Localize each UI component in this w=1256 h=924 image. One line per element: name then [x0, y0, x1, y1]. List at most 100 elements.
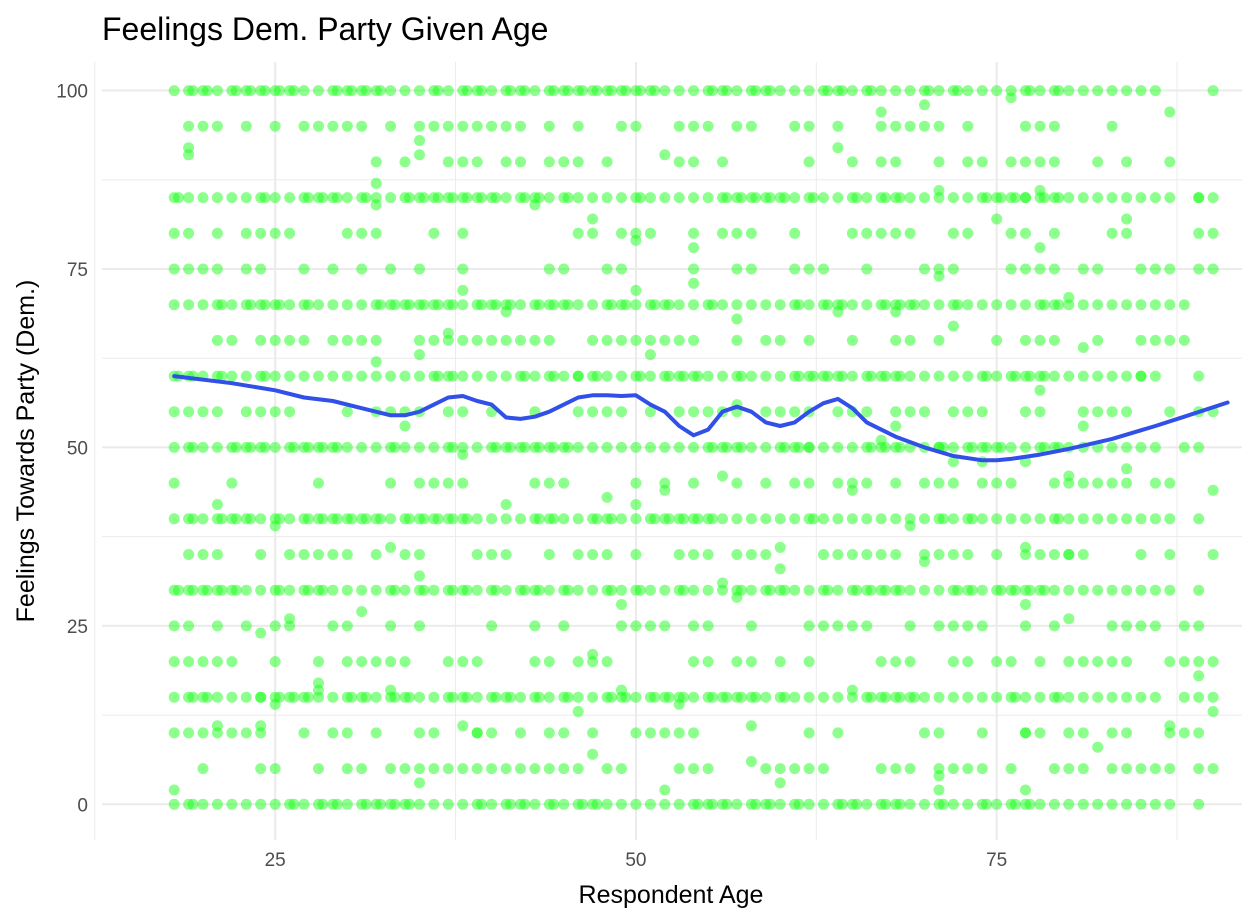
data-point: [1149, 691, 1161, 703]
data-point: [226, 192, 238, 204]
data-point: [616, 227, 627, 239]
data-point: [533, 299, 545, 311]
data-point: [500, 120, 512, 132]
data-point: [558, 156, 570, 168]
data-point: [1207, 85, 1219, 97]
data-point: [706, 691, 718, 703]
data-point: [548, 513, 560, 525]
data-point: [890, 406, 902, 418]
data-point: [317, 441, 329, 453]
data-point: [317, 513, 329, 525]
data-point: [216, 513, 228, 525]
data-point: [370, 199, 382, 211]
data-point: [399, 370, 411, 382]
data-point: [890, 306, 902, 318]
data-point: [1020, 120, 1031, 132]
data-point: [1193, 727, 1205, 739]
data-point: [966, 513, 978, 525]
data-point: [688, 120, 700, 132]
data-point: [774, 777, 786, 789]
data-point: [313, 85, 324, 97]
data-point: [717, 370, 728, 382]
data-point: [360, 513, 372, 525]
data-point: [1207, 691, 1219, 703]
data-point: [962, 656, 974, 668]
data-point: [341, 192, 353, 204]
x-axis-tick-labels: 25 50 75: [265, 850, 1008, 871]
data-point: [461, 584, 473, 596]
data-point: [745, 263, 757, 275]
data-point: [702, 120, 714, 132]
data-point: [644, 584, 656, 596]
data-point: [197, 549, 209, 560]
data-point: [490, 441, 502, 453]
data-point: [385, 85, 397, 97]
data-point: [587, 227, 599, 239]
data-point: [543, 727, 555, 739]
data-point: [933, 120, 945, 132]
data-point: [919, 798, 930, 810]
data-point: [904, 620, 916, 632]
data-point: [1193, 763, 1205, 775]
data-point: [904, 584, 916, 596]
data-point: [211, 334, 223, 346]
data-point: [442, 656, 454, 668]
data-point: [1149, 370, 1161, 382]
data-point: [572, 763, 584, 775]
data-point: [168, 513, 180, 525]
data-point: [933, 370, 945, 382]
data-point: [764, 192, 776, 204]
data-point: [211, 499, 223, 510]
data-point: [341, 620, 353, 632]
data-point: [442, 406, 454, 418]
data-point: [414, 370, 425, 382]
data-point: [1164, 106, 1176, 118]
data-point: [1024, 584, 1036, 596]
data-point: [572, 299, 584, 311]
data-point: [562, 441, 574, 453]
data-point: [519, 370, 531, 382]
data-point: [880, 370, 892, 382]
data-point: [245, 441, 257, 453]
data-point: [1034, 513, 1046, 525]
data-point: [1135, 441, 1147, 453]
data-point: [1092, 691, 1104, 703]
data-point: [313, 299, 324, 311]
data-point: [803, 477, 815, 489]
data-point: [634, 192, 646, 204]
data-point: [168, 798, 180, 810]
data-point: [399, 584, 411, 596]
data-point: [947, 456, 959, 468]
data-point: [991, 549, 1003, 560]
data-point: [558, 798, 570, 810]
data-point: [1135, 798, 1147, 810]
data-point: [1178, 441, 1190, 453]
data-point: [269, 656, 281, 668]
data-point: [515, 299, 526, 311]
data-point: [543, 691, 555, 703]
data-point: [702, 656, 714, 668]
data-point: [504, 691, 516, 703]
data-point: [1077, 656, 1089, 668]
data-point: [1005, 441, 1017, 453]
data-point: [745, 720, 757, 732]
data-point: [861, 620, 873, 632]
data-point: [168, 406, 180, 418]
data-point: [1005, 263, 1017, 275]
data-point: [688, 549, 700, 560]
data-point: [360, 691, 372, 703]
data-point: [991, 299, 1003, 311]
data-point: [370, 334, 382, 346]
data-point: [457, 370, 469, 382]
data-point: [216, 299, 228, 311]
data-point: [1106, 120, 1118, 132]
data-point: [1149, 192, 1161, 204]
data-point: [1193, 691, 1205, 703]
data-point: [706, 299, 718, 311]
data-point: [947, 513, 959, 525]
data-point: [803, 334, 815, 346]
data-point: [865, 691, 877, 703]
data-point: [1092, 263, 1104, 275]
data-point: [1077, 420, 1089, 432]
data-point: [745, 299, 757, 311]
